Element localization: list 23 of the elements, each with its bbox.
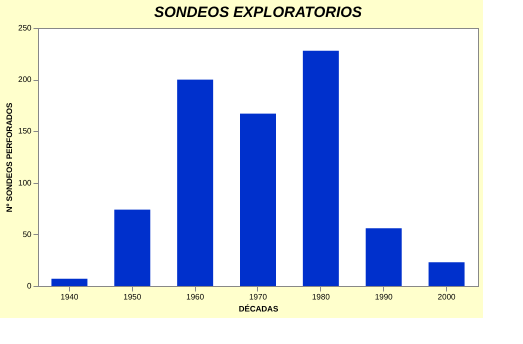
y-tick-label: 0 [27,282,32,290]
chart-title: SONDEOS EXPLORATORIOS [154,4,362,21]
y-axis-title: Nº SONDEOS PERFORADOS [5,102,14,212]
y-tick-label: 100 [18,178,32,188]
bar [240,114,276,286]
y-tick-label: 150 [18,126,32,136]
x-tick-label: 1990 [374,292,394,302]
bar [177,80,214,286]
x-tick-label: 1970 [249,292,268,302]
x-tick-label: 1980 [312,292,330,302]
bar [366,228,402,286]
y-tick-label: 50 [22,230,32,239]
x-tick-label: 1950 [123,292,142,302]
x-tick-label: 1960 [186,292,205,302]
bar [302,50,339,286]
x-axis-title: DÉCADAS [238,304,279,314]
x-tick-label: 2000 [438,292,456,302]
bar [428,262,465,286]
y-tick-label: 250 [18,24,32,32]
x-tick-label: 1940 [60,292,79,302]
bar [114,210,150,286]
y-tick-label: 200 [18,75,32,84]
bar [51,278,88,286]
